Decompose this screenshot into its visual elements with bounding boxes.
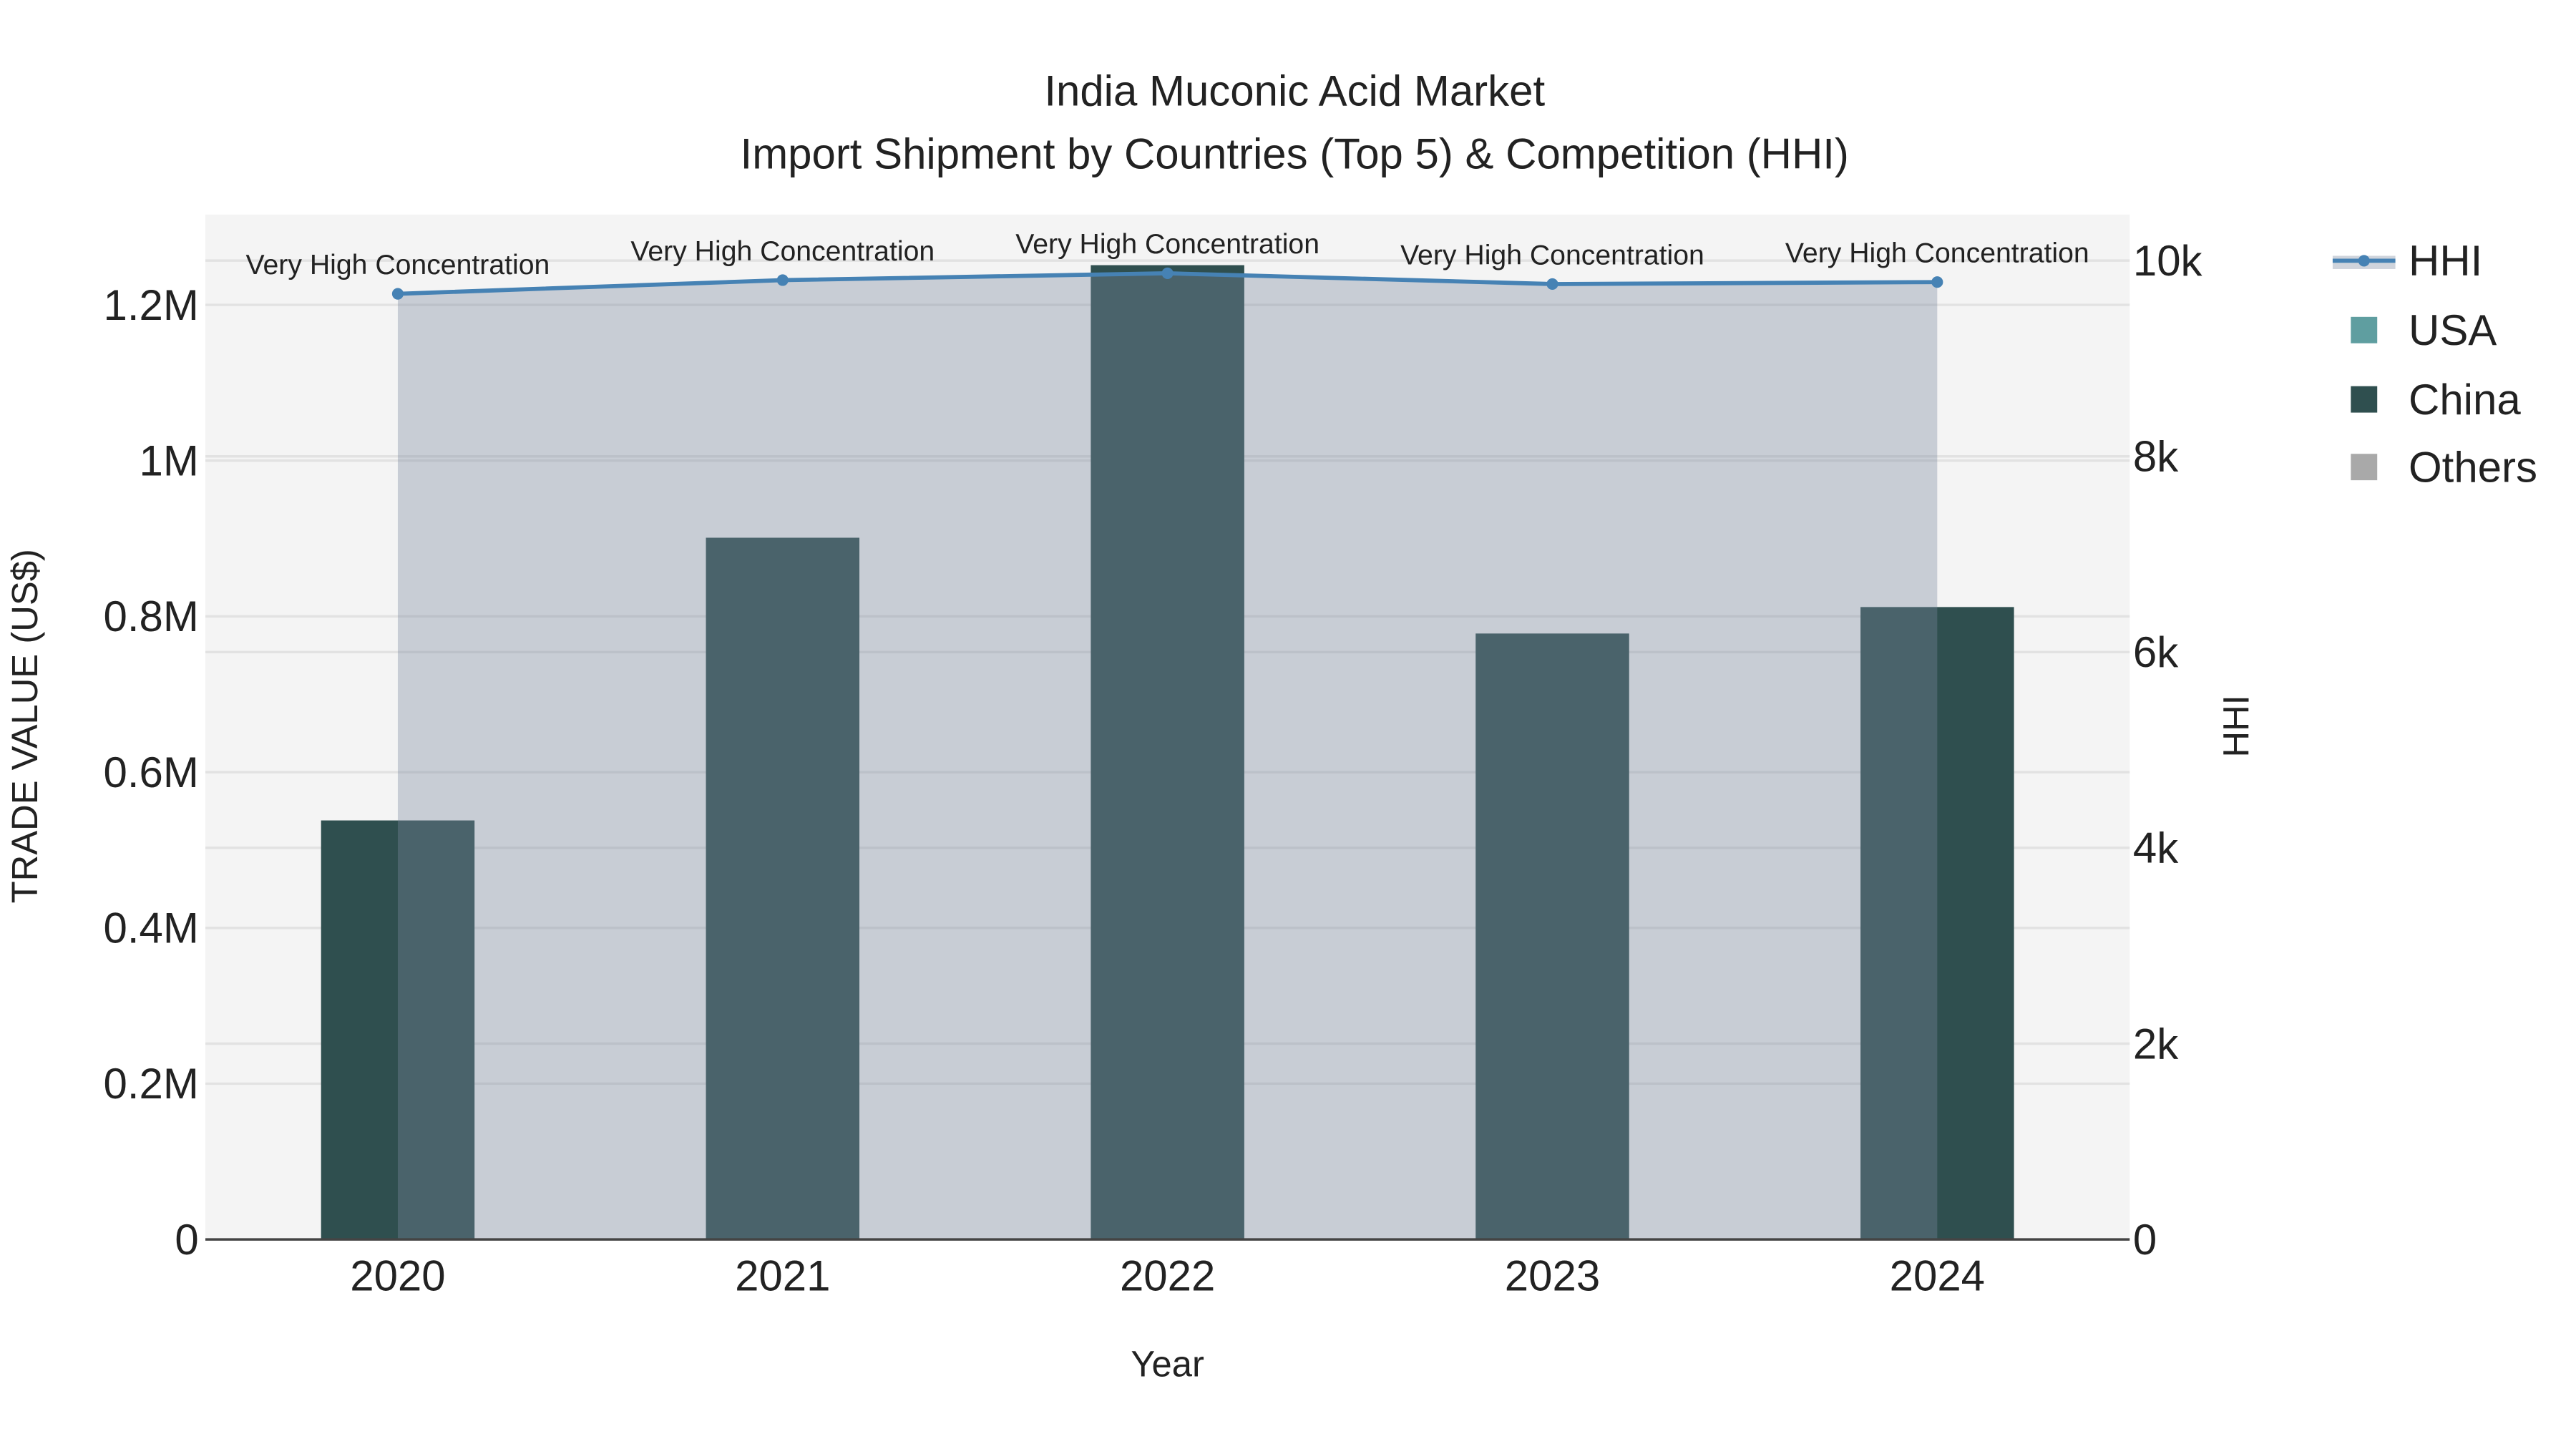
legend-label-china: China: [2409, 376, 2521, 424]
y2-axis-label: HHI: [2215, 695, 2256, 757]
y2-tick-label: 8k: [2133, 432, 2179, 480]
y2-tick-label: 4k: [2133, 824, 2179, 872]
legend-label-others: Others: [2409, 443, 2537, 491]
hhi-annotation: Very High Concentration: [630, 236, 935, 267]
legend-swatch-usa: [2351, 316, 2378, 343]
hhi-annotation: Very High Concentration: [1400, 240, 1704, 270]
bar-china: [1091, 265, 1244, 1240]
x-tick-label: 2023: [1505, 1252, 1600, 1300]
hhi-point: [1546, 278, 1558, 291]
y2-tick-label: 10k: [2133, 237, 2203, 285]
y-axis-label: TRADE VALUE (US$): [4, 549, 45, 903]
y-tick-label: 0.6M: [103, 748, 198, 796]
hhi-annotation: Very High Concentration: [1015, 229, 1319, 260]
hhi-point: [1931, 276, 1943, 288]
hhi-annotation: Very High Concentration: [1785, 238, 2089, 269]
bar-china: [321, 820, 475, 1240]
legend-label-hhi: HHI: [2409, 237, 2482, 285]
legend-hhi-marker: [2358, 255, 2370, 267]
bar-china: [1475, 633, 1629, 1240]
x-tick-label: 2021: [735, 1252, 830, 1300]
hhi-point: [391, 288, 404, 300]
hhi-point: [1161, 267, 1174, 279]
bar-china: [706, 537, 860, 1240]
chart-subtitle: Import Shipment by Countries (Top 5) & C…: [741, 130, 1849, 177]
hhi-annotation: Very High Concentration: [246, 250, 550, 280]
y-tick-label: 0.4M: [103, 904, 198, 952]
legend-swatch-others: [2351, 454, 2378, 481]
hhi-point: [776, 274, 789, 286]
y-tick-label: 0.8M: [103, 592, 198, 640]
bar-china: [1860, 607, 2014, 1240]
x-tick-label: 2020: [350, 1252, 445, 1300]
y2-tick-label: 2k: [2133, 1020, 2179, 1068]
x-axis-label: Year: [1131, 1344, 1204, 1385]
y2-tick-label: 0: [2133, 1216, 2157, 1264]
y-tick-label: 0: [175, 1216, 198, 1264]
x-tick-label: 2024: [1890, 1252, 1985, 1300]
y-tick-label: 0.2M: [103, 1060, 198, 1108]
legend-swatch-china: [2351, 386, 2378, 413]
x-tick-label: 2022: [1120, 1252, 1215, 1300]
y2-tick-label: 6k: [2133, 628, 2179, 676]
hhi-area: [397, 273, 1938, 1240]
y-tick-label: 1.2M: [103, 281, 198, 329]
chart-title: India Muconic Acid Market: [1044, 67, 1545, 115]
legend-label-usa: USA: [2409, 306, 2497, 354]
y-tick-label: 1M: [139, 437, 198, 485]
